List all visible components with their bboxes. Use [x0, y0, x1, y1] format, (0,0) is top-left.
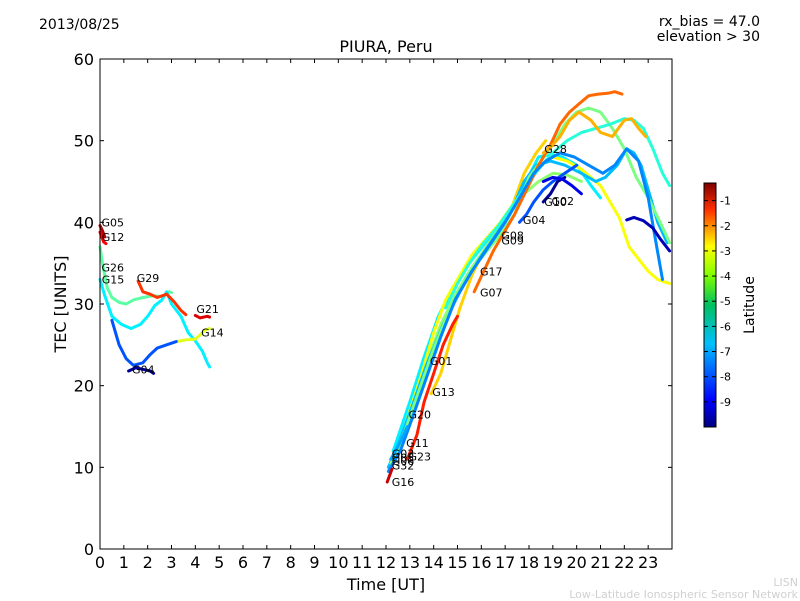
x-tick-label: 22 — [614, 553, 634, 572]
x-tick-label: 13 — [400, 553, 420, 572]
ticks-layer: 0 1 2 3 4 5 6 7 8 9 10 11 12 13 14 15 16 17 18 19 20 21 22 2301… — [74, 50, 672, 572]
series-trace-g04b — [127, 366, 156, 375]
x-tick-label: 7 — [262, 553, 272, 572]
elevation-label: elevation > 30 — [656, 29, 760, 45]
colorbar-tick-label: -3 — [720, 245, 731, 258]
series-label-g15: G15 — [102, 274, 125, 287]
series-label-g26: G26 — [101, 261, 124, 274]
x-tick-label: 14 — [423, 553, 443, 572]
colorbar-label: Latitude — [742, 276, 758, 334]
series-label-g16: G16 — [392, 476, 415, 489]
series-label-g17: G17 — [480, 265, 503, 278]
series-trace-g28 — [541, 110, 648, 155]
x-tick-label: 3 — [166, 553, 176, 572]
date-label: 2013/08/25 — [39, 17, 120, 33]
x-tick-label: 11 — [352, 553, 372, 572]
x-tick-label: 19 — [543, 553, 563, 572]
series-label-g28: G28 — [544, 143, 567, 156]
series-label-g01: G01 — [430, 355, 453, 368]
series-label-g08: G08 — [501, 229, 524, 242]
colorbar-tick-label: -1 — [720, 195, 731, 208]
series-trace-g16 — [385, 467, 394, 484]
series-trace-g03 — [389, 425, 409, 461]
series-label-g05b: G05 — [392, 452, 415, 465]
series-label-g21: G21 — [196, 303, 219, 316]
colorbar-tick-label: -6 — [720, 320, 731, 333]
series-trace-g07 — [472, 90, 624, 294]
x-tick-label: 10 — [328, 553, 348, 572]
series-label-g04: G04 — [523, 214, 546, 227]
series-trace-g21 — [193, 313, 212, 320]
x-tick-label: 18 — [519, 553, 539, 572]
y-tick-label: 0 — [84, 540, 94, 559]
series-label-g13: G13 — [432, 386, 455, 399]
x-tick-label: 6 — [238, 553, 248, 572]
series-trace-g04 — [110, 318, 178, 367]
series-label-g02: G02 — [551, 195, 574, 208]
chart-title: PIURA, Peru — [339, 37, 433, 56]
x-tick-label: 5 — [214, 553, 224, 572]
x-tick-label: 23 — [638, 553, 658, 572]
x-axis-label: Time [UT] — [346, 575, 425, 594]
y-axis-label: TEC [UNITS] — [51, 256, 70, 354]
series-label-g29: G29 — [137, 272, 160, 285]
x-tick-label: 0 — [95, 553, 105, 572]
colorbar-tick-label: -8 — [720, 371, 731, 384]
x-tick-label: 2 — [143, 553, 153, 572]
series-layer — [98, 90, 672, 484]
x-tick-label: 21 — [590, 553, 610, 572]
series-label-g20: G20 — [408, 408, 431, 421]
series-label-g14: G14 — [201, 327, 224, 340]
x-tick-label: 15 — [447, 553, 467, 572]
y-tick-label: 20 — [74, 377, 94, 396]
y-tick-label: 50 — [74, 132, 94, 151]
x-tick-label: 17 — [495, 553, 515, 572]
colorbar-tick-label: -9 — [720, 396, 731, 409]
series-label-g10: G10 — [544, 196, 567, 209]
series-trace-g02 — [541, 175, 583, 196]
credit-lisn: LISN — [773, 576, 798, 589]
x-tick-label: 4 — [190, 553, 200, 572]
series-label-g05: G05 — [101, 216, 124, 229]
colorbar-tick-label: -7 — [720, 346, 731, 359]
colorbar-tick-label: -4 — [720, 270, 731, 283]
series-trace-g04 — [518, 163, 579, 224]
series-trace-g17 — [444, 117, 672, 310]
x-tick-label: 16 — [471, 553, 491, 572]
series-label-g06: G06 — [392, 455, 415, 468]
credit-network: Low-Latitude Ionospheric Sensor Network — [569, 588, 798, 601]
colorbar-tick-label: -5 — [720, 295, 731, 308]
colorbar-tick-label: -2 — [720, 220, 731, 233]
series-label-g32: G32 — [392, 460, 415, 473]
series-trace-g14 — [174, 327, 212, 344]
x-tick-label: 9 — [309, 553, 319, 572]
colorbar — [703, 182, 717, 428]
series-label-g09: G09 — [501, 234, 524, 247]
y-tick-label: 40 — [74, 213, 94, 232]
series-label-g11: G11 — [406, 437, 429, 450]
series-trace-g15 — [98, 278, 212, 369]
x-tick-label: 8 — [286, 553, 296, 572]
series-trace-g05 — [98, 224, 107, 239]
x-tick-label: 1 — [119, 553, 129, 572]
rx-bias-label: rx_bias = 47.0 — [658, 14, 760, 30]
series-trace-g02b — [625, 215, 672, 253]
colorbar-ticks: -1 -2 -3 -4 -5 -6 -7 -8 -9 — [704, 195, 731, 409]
series-trace-g23 — [405, 314, 459, 461]
y-tick-label: 30 — [74, 295, 94, 314]
series-label-g04: G04 — [132, 363, 155, 376]
series-label-g07: G07 — [480, 287, 503, 300]
series-label-g03: G03 — [392, 447, 415, 460]
series-label-g23: G23 — [408, 451, 431, 464]
series-trace-g29 — [136, 279, 188, 317]
series-label-g12: G12 — [102, 231, 125, 244]
y-tick-label: 10 — [74, 458, 94, 477]
x-tick-label: 12 — [376, 553, 396, 572]
y-tick-label: 60 — [74, 50, 94, 69]
x-tick-label: 20 — [566, 553, 586, 572]
series-trace-g12 — [98, 230, 108, 246]
series-trace-g32 — [386, 147, 664, 473]
